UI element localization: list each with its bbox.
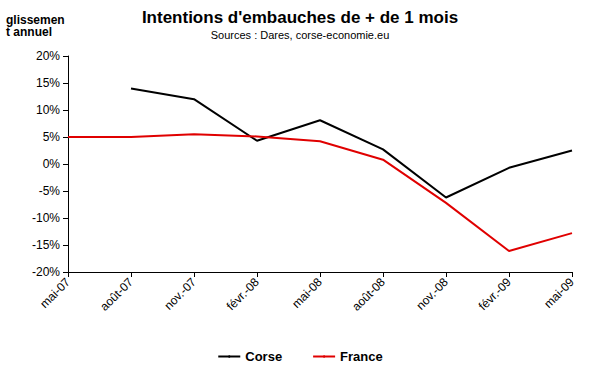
svg-text:10%: 10% <box>36 103 60 117</box>
svg-text:Corse: Corse <box>245 349 282 364</box>
svg-text:France: France <box>340 349 383 364</box>
svg-text:20%: 20% <box>36 49 60 63</box>
svg-text:mai-07: mai-07 <box>37 275 73 311</box>
svg-text:-5%: -5% <box>39 184 61 198</box>
svg-text:mai-08: mai-08 <box>289 275 325 311</box>
svg-text:Intentions d'embauches de + de: Intentions d'embauches de + de 1 mois <box>142 8 458 27</box>
svg-text:févr.-08: févr.-08 <box>224 275 262 313</box>
svg-text:15%: 15% <box>36 76 60 90</box>
svg-text:août-08: août-08 <box>349 275 388 314</box>
svg-text:0%: 0% <box>43 157 61 171</box>
svg-text:août-07: août-07 <box>97 275 136 314</box>
svg-text:-10%: -10% <box>32 211 60 225</box>
svg-text:-20%: -20% <box>32 265 60 279</box>
svg-text:nov.-07: nov.-07 <box>161 275 199 313</box>
svg-text:glissemen: glissemen <box>6 13 65 27</box>
svg-text:t annuel: t annuel <box>6 25 52 39</box>
svg-text:mai-09: mai-09 <box>541 275 577 311</box>
svg-text:-15%: -15% <box>32 238 60 252</box>
svg-text:nov.-08: nov.-08 <box>413 275 451 313</box>
svg-text:Sources : Dares, corse-economi: Sources : Dares, corse-economie.eu <box>211 29 390 41</box>
svg-text:5%: 5% <box>43 130 61 144</box>
svg-text:févr.-09: févr.-09 <box>476 275 514 313</box>
